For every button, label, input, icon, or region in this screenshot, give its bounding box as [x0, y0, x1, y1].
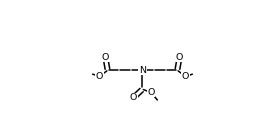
- Text: O: O: [96, 72, 103, 81]
- Text: O: O: [130, 93, 137, 102]
- Text: N: N: [139, 66, 146, 75]
- Text: O: O: [147, 88, 155, 97]
- Text: O: O: [102, 53, 109, 62]
- Text: O: O: [182, 72, 189, 81]
- Text: O: O: [176, 53, 183, 62]
